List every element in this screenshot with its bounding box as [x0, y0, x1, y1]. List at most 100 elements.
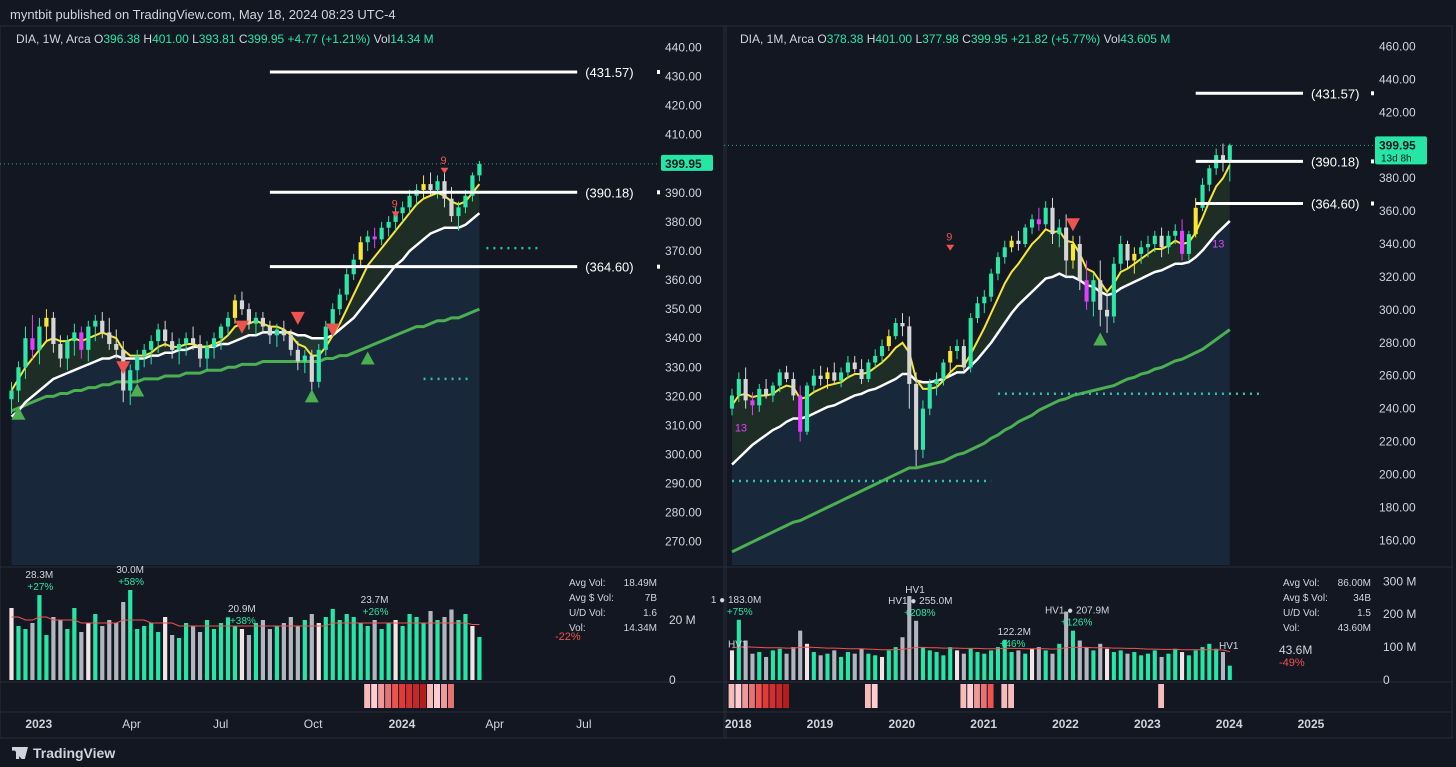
volume-bar — [302, 620, 307, 680]
volume-bar — [128, 590, 133, 680]
volume-callout-value: 23.7M — [361, 595, 389, 606]
volume-bar — [330, 608, 335, 680]
volume-bar — [1186, 655, 1191, 680]
date-axis-label: 2023 — [25, 717, 52, 731]
heat-cell — [427, 684, 434, 708]
footer: TradingView — [0, 737, 1456, 767]
volume-bar — [1111, 652, 1116, 680]
candle-body — [1016, 240, 1021, 244]
candle-body — [337, 294, 342, 310]
td-count-label: 13 — [1212, 238, 1224, 250]
volume-bar — [470, 626, 475, 680]
volume-bar — [309, 614, 314, 680]
volume-bar — [79, 632, 84, 680]
volume-bar — [736, 619, 741, 680]
heat-cell — [769, 684, 776, 708]
heat-cell — [413, 684, 420, 708]
date-axis-label: 2024 — [1216, 717, 1243, 731]
volume-stat-label: Avg $ Vol: — [569, 593, 614, 604]
ema-mid-line — [10, 212, 481, 418]
volume-bar — [968, 648, 973, 680]
legend-c-label: C — [236, 32, 248, 46]
volume-bar — [23, 629, 28, 680]
volume-bar — [948, 647, 953, 680]
candle-body — [372, 236, 377, 240]
candle-body — [1029, 219, 1035, 228]
tradingview-logo-icon — [12, 747, 28, 759]
volume-bar — [400, 626, 405, 680]
candle-body — [211, 338, 217, 347]
volume-bar — [107, 620, 112, 680]
candle-body — [729, 395, 735, 409]
volume-bar — [316, 623, 321, 680]
volume-axis-label: 200 M — [1383, 607, 1416, 621]
candle-body — [93, 320, 98, 327]
current-price-label: 399.95 — [665, 157, 702, 171]
heat-cell — [742, 684, 749, 708]
volume-bar — [435, 620, 440, 680]
candle-body — [421, 184, 426, 190]
price-axis-label: 390.00 — [665, 186, 702, 200]
heat-cell — [974, 684, 980, 708]
chart-pane-1M: 160.00 180.00 200.00 220.00 240.00 260.00 280.… — [711, 25, 1453, 739]
price-axis-label: 330.00 — [665, 360, 702, 374]
candle-body — [295, 349, 300, 362]
volume-bar — [30, 623, 35, 680]
heat-cell — [762, 684, 769, 708]
volume-bar — [449, 609, 454, 680]
volume-bar — [893, 647, 898, 680]
volume-bar — [1098, 643, 1103, 680]
volume-bar — [1084, 647, 1089, 680]
volume-bar — [879, 656, 885, 680]
volume-bar — [239, 629, 245, 680]
candle-body — [825, 372, 830, 379]
candle-body — [267, 326, 272, 336]
volume-callout-pct: +27% — [27, 582, 53, 593]
current-price-tag — [1375, 136, 1427, 165]
candle-body — [961, 346, 966, 368]
volume-bar — [232, 626, 238, 680]
price-axis-label: 260.00 — [1379, 369, 1416, 383]
price-axis-label: 360.00 — [1379, 204, 1416, 218]
candle-body — [1098, 280, 1103, 310]
volume-bar — [1009, 652, 1014, 680]
candle-body — [365, 236, 370, 243]
candle-body — [344, 274, 349, 295]
date-axis-label: Apr — [122, 717, 141, 731]
legend-o-label: O — [94, 32, 103, 46]
heat-cell — [728, 684, 735, 708]
volume-axis-label: 300 M — [1383, 574, 1416, 588]
volume-stat-value: 86.00M — [1338, 578, 1371, 589]
candle-body — [1077, 244, 1082, 281]
tradingview-logo[interactable]: TradingView — [12, 745, 115, 761]
volume-bar — [1023, 653, 1028, 680]
candle-body — [791, 378, 796, 396]
current-price-label: 399.95 — [1379, 138, 1416, 152]
volume-bar — [1152, 650, 1157, 680]
price-axis-label: 270.00 — [665, 535, 702, 549]
volume-callout-value: 23.5M — [493, 0, 521, 3]
candle-body — [114, 344, 119, 350]
ema-mid-line — [731, 220, 1231, 466]
volume-axis-label: 100 M — [1383, 640, 1416, 654]
price-axis-label: 380.00 — [1379, 171, 1416, 185]
candle-body — [23, 338, 28, 368]
date-axis-label: 2020 — [888, 717, 915, 731]
volume-bar — [1200, 647, 1205, 680]
td-count-marker — [440, 167, 449, 174]
volume-bar — [750, 653, 755, 680]
hv-mark-label: HV1 — [728, 639, 748, 650]
candle-body — [1043, 207, 1048, 225]
volume-bar — [900, 637, 905, 680]
candle-body — [1173, 230, 1178, 236]
candle-body — [1200, 184, 1205, 208]
volume-bar — [211, 629, 217, 680]
volume-callout-value: HV1 ● 255.0M — [888, 596, 952, 607]
ohlc-legend: DIA, 1M, Arca O378.38 H401.00 L377.98 C3… — [740, 32, 1170, 46]
volume-bar — [804, 643, 810, 680]
level-axis-tick — [1371, 159, 1374, 164]
volume-bar — [1029, 648, 1035, 680]
date-axis-label: 2022 — [1052, 717, 1079, 731]
volume-bar — [358, 623, 363, 680]
